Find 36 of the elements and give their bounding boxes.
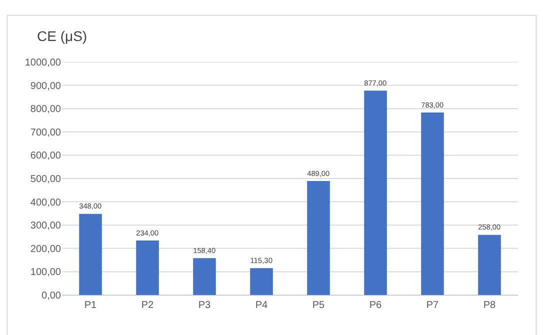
y-tick-label: 900,00 [30,80,62,92]
y-tick-label: 500,00 [30,174,62,185]
bar [193,258,216,295]
y-tick-label: 300,00 [30,220,62,232]
y-tick-label: 600,00 [30,150,62,162]
bar [307,181,330,295]
data-label: 783,00 [421,100,444,110]
bar [250,268,273,295]
x-tick-label: P4 [255,300,268,311]
y-tick-label: 1000,00 [24,58,62,68]
data-label: 258,00 [478,222,501,232]
data-label: 234,00 [136,228,159,238]
y-tick-label: 0,00 [42,290,62,302]
x-tick-label: P7 [426,300,440,311]
x-tick-label: P2 [141,300,154,311]
data-label: 115,30 [250,256,273,265]
y-tick-label: 400,00 [30,197,62,208]
bar [79,214,102,295]
data-label: 877,00 [364,78,387,88]
y-axis-title: CE (μS) [37,28,88,44]
x-tick-label: P6 [369,300,382,311]
bar [478,234,501,295]
y-tick-label: 700,00 [30,127,62,138]
x-tick-label: P5 [312,300,326,311]
x-tick-label: P1 [84,300,98,311]
data-label: 489,00 [307,168,330,178]
y-tick-label: 800,00 [30,104,62,116]
y-tick-label: 100,00 [30,267,62,278]
x-tick-label: P8 [483,300,496,311]
x-tick-label: P3 [198,300,212,311]
bar [421,112,444,295]
y-tick-label: 200,00 [30,244,62,255]
bar [364,90,387,295]
data-label: 158,40 [193,246,216,255]
data-label: 348,00 [79,202,102,211]
bar [136,240,159,295]
